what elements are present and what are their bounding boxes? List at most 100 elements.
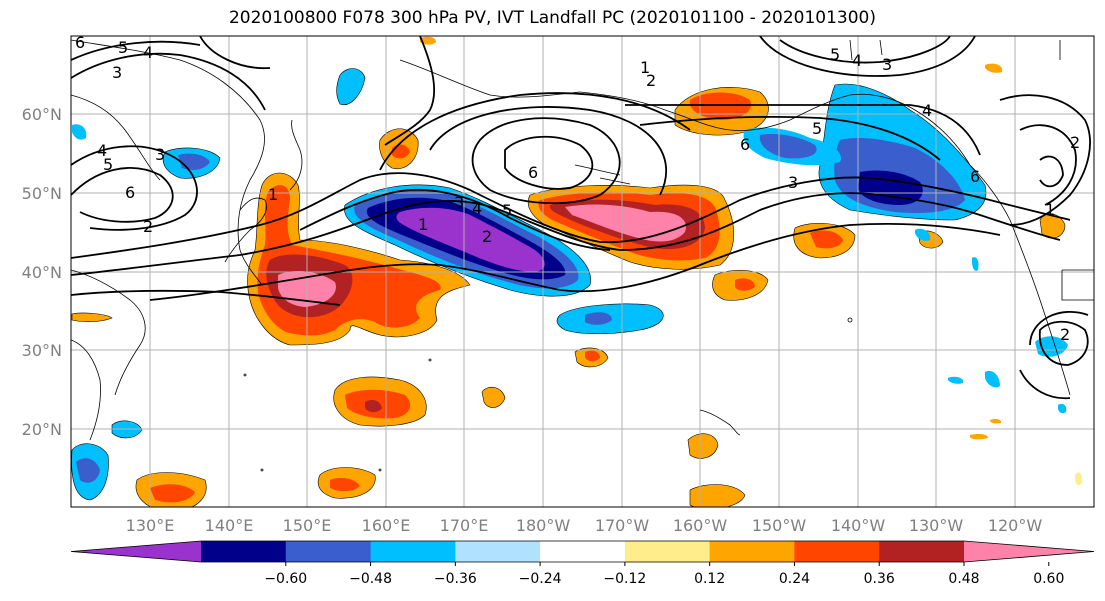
contour-labels: 6 5 4 3 4 5 6 3 2 1 1 2 3 4 5 6 1 2 3 4 …	[75, 33, 1080, 344]
longitude-labels: 130°E 140°E 150°E 160°E 170°E 180°W 170°…	[126, 516, 1043, 535]
lon-label: 130°W	[909, 516, 964, 535]
colorbar-tick-label: −0.36	[434, 571, 477, 587]
colorbar-swatch	[794, 541, 880, 562]
latitude-labels: 60°N 50°N 40°N 30°N 20°N	[22, 105, 62, 439]
contour-label: 2	[1070, 133, 1080, 152]
positive-blob-1-core	[365, 400, 382, 413]
positive-blob-6-inner	[330, 478, 360, 492]
negative-blob-10	[1058, 403, 1067, 414]
colorbar-swatch	[879, 541, 965, 562]
colorbar-tick-label: −0.24	[519, 571, 562, 587]
negative-blob-7	[985, 370, 1000, 388]
colorbar-extend-min	[71, 541, 201, 562]
negative-blob-8	[915, 228, 931, 241]
negative-blob-11	[972, 257, 979, 271]
negative-blob-3	[336, 68, 366, 106]
contour-label: 4	[922, 101, 932, 120]
contour-label: 1	[268, 185, 278, 204]
lon-label: 160°E	[362, 516, 411, 535]
positive-blob-16	[1075, 472, 1083, 486]
positive-blob-3-inner	[735, 278, 755, 291]
contour-label: 4	[97, 141, 107, 160]
positive-blob-9	[481, 386, 506, 408]
contour-label: 3	[112, 63, 122, 82]
contour-label: 6	[740, 135, 750, 154]
lon-label: 140°W	[831, 516, 886, 535]
contour-label: 2	[646, 71, 656, 90]
positive-blob-15	[985, 63, 1003, 73]
lon-label: 130°E	[126, 516, 175, 535]
negative-blob-12	[72, 124, 87, 140]
contour-label: 3	[882, 55, 892, 74]
positive-blob-5-inner	[150, 484, 195, 503]
colorbar-tick-label: 0.12	[694, 571, 725, 587]
contour-label: 3	[155, 145, 165, 164]
positive-blob-10-inner	[585, 350, 600, 362]
contour-lines	[71, 36, 1091, 400]
contour-label: 5	[830, 45, 840, 64]
negative-blob-9	[948, 376, 964, 384]
positive-blob-7	[689, 484, 746, 507]
colorbar-swatch	[201, 541, 287, 562]
lon-label: 170°W	[595, 516, 650, 535]
graticule	[71, 36, 1094, 507]
negative-anomaly-bering-inner	[759, 134, 817, 159]
colorbar-tick-label: 0.48	[948, 571, 979, 587]
lon-label: 170°E	[440, 516, 489, 535]
colorbar-swatch	[370, 541, 456, 562]
colorbar-tick-label: 0.24	[779, 571, 810, 587]
contour-label: 1	[1045, 200, 1055, 219]
contour-label: 5	[812, 119, 822, 138]
contour-label: 4	[143, 43, 153, 62]
figure-title: 2020100800 F078 300 hPa PV, IVT Landfall…	[228, 8, 876, 28]
positive-blob-18	[990, 419, 1002, 424]
colorbar-swatch	[709, 541, 795, 562]
negative-blob-1-inner	[585, 312, 612, 325]
colorbar-tick-label: −0.12	[603, 571, 646, 587]
positive-anomaly-alaska-inner	[689, 92, 751, 120]
colorbar-extend-max	[964, 541, 1094, 562]
positive-blob-17	[970, 434, 988, 440]
lat-label: 50°N	[22, 184, 62, 203]
lat-label: 40°N	[22, 263, 62, 282]
colorbar-tick-label: 0.60	[1033, 571, 1064, 587]
positive-anomaly-central-core	[565, 204, 686, 242]
positive-blob-8	[687, 433, 719, 459]
colorbar: −0.60 −0.48 −0.36 −0.24 −0.12 0.12 0.24 0.36 0.4…	[70, 540, 1095, 587]
contour-label: 6	[75, 33, 85, 52]
contour-label: 1	[418, 215, 428, 234]
contour-label: 4	[852, 51, 862, 70]
lon-label: 180°W	[516, 516, 571, 535]
contour-label: 2	[143, 217, 153, 236]
contour-label: 2	[482, 227, 492, 246]
contour-label: 6	[528, 163, 538, 182]
colorbar-swatch	[285, 541, 372, 562]
positive-blob-2-inner	[810, 230, 843, 249]
lat-label: 20°N	[22, 420, 62, 439]
positive-blob-13	[71, 312, 113, 322]
colorbar-tick-label: 0.36	[864, 571, 895, 587]
colorbar-swatch	[540, 541, 626, 562]
contour-label: 5	[118, 38, 128, 57]
contour-label: 5	[103, 155, 113, 174]
contour-label: 5	[502, 201, 512, 220]
colorbar-swatch	[624, 541, 711, 562]
shaded-fields	[71, 36, 1083, 507]
map-frame	[70, 35, 1095, 508]
lat-label: 60°N	[22, 105, 62, 124]
contour-label: 6	[970, 167, 980, 186]
lat-label: 30°N	[22, 341, 62, 360]
lon-label: 150°E	[283, 516, 332, 535]
positive-blob-14	[420, 36, 436, 45]
contour-label: 3	[788, 173, 798, 192]
contour-label: 2	[1060, 325, 1070, 344]
colorbar-outline	[70, 540, 1095, 563]
contour-label: 4	[472, 199, 482, 218]
negative-anomaly-streak-core	[396, 207, 545, 272]
colorbar-swatch	[455, 541, 541, 562]
lon-label: 150°W	[752, 516, 807, 535]
contour-label: 1	[640, 58, 650, 77]
lon-label: 140°E	[205, 516, 254, 535]
contour-label: 3	[454, 193, 464, 212]
lon-label: 160°W	[673, 516, 728, 535]
